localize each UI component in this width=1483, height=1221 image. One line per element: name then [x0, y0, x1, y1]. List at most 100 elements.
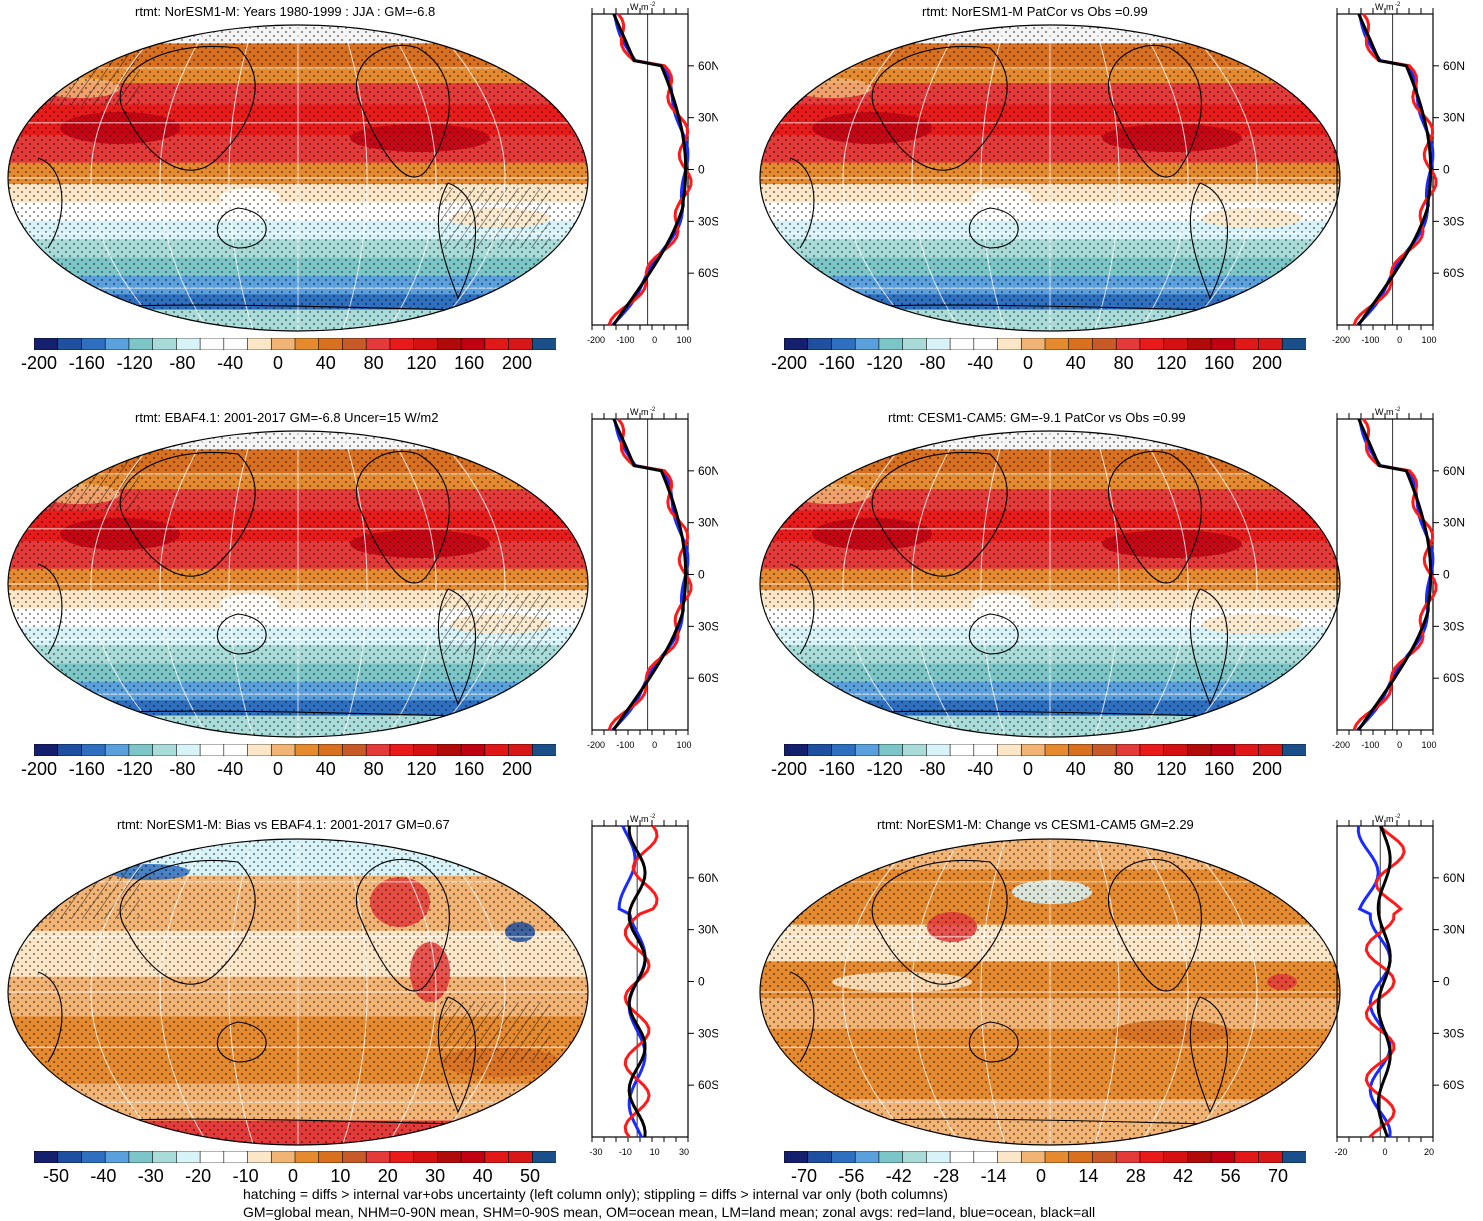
zonal-land-line: [1364, 824, 1406, 1139]
colorbar-tick-label: -160: [818, 759, 855, 779]
coastline: [1189, 996, 1228, 1114]
graticule-meridian: [228, 839, 254, 1145]
colorbar-swatch: [81, 744, 106, 756]
graticule-meridian: [911, 839, 962, 1145]
colorbar-swatch: [57, 1151, 83, 1163]
map-border: [7, 24, 589, 332]
colorbar-swatch: [34, 1151, 59, 1163]
colorbar-tick-label: 40: [1065, 759, 1086, 779]
colorbar-swatch: [878, 338, 904, 350]
colorbar-swatch: [223, 338, 249, 350]
zonal-lat-label: 0: [698, 568, 705, 582]
colorbar-swatch: [784, 744, 809, 756]
graticule-meridian: [90, 839, 165, 1145]
colorbar-tick-label: 56: [1220, 1166, 1241, 1186]
coastline: [968, 613, 1019, 655]
zonal-lat-label: 60S: [698, 1078, 718, 1092]
colorbar-tick-label: -50: [42, 1166, 69, 1186]
colorbar-tick-label: -200: [770, 759, 808, 779]
colorbar-swatch: [365, 744, 391, 756]
zonal-unit-label: W m: [630, 2, 649, 12]
colorbar-swatch: [152, 1151, 178, 1163]
zonal-change-plot: W m -2 60N 30N 0 30S 60S -20 0 20: [1334, 814, 1465, 1157]
colorbar-tick-label: -120: [866, 353, 903, 373]
colorbar-swatch: [270, 744, 296, 756]
colorbar-swatch: [460, 744, 486, 756]
zonal-x-label: 20: [1424, 1147, 1434, 1157]
map-border: [759, 430, 1341, 738]
colorbar-swatch: [1163, 338, 1189, 350]
zonal-lat-label: 30N: [698, 516, 718, 530]
colorbar-tick-label: -40: [90, 1166, 117, 1186]
colorbar-swatch: [57, 338, 83, 350]
colorbar-swatch: [484, 338, 510, 350]
colorbar-swatch: [1044, 744, 1070, 756]
coastline: [789, 157, 815, 249]
zonal-lat-label: 60N: [1443, 464, 1465, 478]
zonal-all-line: [612, 418, 688, 731]
zonal-lat-label: 60N: [1443, 59, 1465, 73]
colorbar-swatch: [902, 1151, 928, 1163]
coastline: [355, 858, 450, 992]
zonal-lat-label: 30N: [1443, 111, 1465, 125]
zonal-mean-plot: W m -2 60N 30N 0 30S 60S -200 -100 0 100: [587, 407, 718, 750]
zonal-x-label: -20: [1334, 1147, 1347, 1157]
map-border: [759, 838, 1341, 1146]
zonal-lat-label: 0: [698, 163, 705, 177]
map-plot: [759, 430, 1341, 738]
colorbar-tick-label: -160: [68, 759, 105, 779]
colorbar-swatch: [831, 1151, 856, 1163]
panel-title: rtmt: NorESM1-M PatCor vs Obs =0.99: [922, 4, 1148, 19]
colorbar-swatch: [854, 744, 880, 756]
zonal-land-line: [1352, 418, 1438, 731]
colorbar-swatch: [57, 744, 83, 756]
colorbar-tick-label: -80: [169, 759, 196, 779]
colorbar-swatch: [413, 338, 439, 350]
graticule-meridian: [842, 431, 917, 737]
zonal-lat-label: 30S: [698, 214, 718, 228]
graticule-meridian: [1094, 839, 1120, 1145]
colorbar-swatch: [176, 1151, 201, 1163]
colorbar-tick-label: 160: [454, 759, 485, 779]
colorbar-swatch: [831, 338, 856, 350]
zonal-lat-label: 30S: [698, 619, 718, 633]
colorbar-tick-label: -120: [116, 353, 153, 373]
map-plot: [7, 430, 589, 738]
zonal-mean-plot: W m -2 60N 30N 0 30S 60S -200 -100 0 100: [587, 2, 718, 345]
zonal-lat-label: 0: [698, 975, 705, 989]
colorbar-swatch: [1281, 1151, 1306, 1163]
colorbar-swatch: [784, 338, 809, 350]
colorbar-swatch: [342, 1151, 367, 1163]
colorbar-swatch: [34, 338, 59, 350]
graticule-meridian: [228, 431, 254, 737]
zonal-all-line: [627, 825, 647, 1138]
colorbar-tick-label: -28: [933, 1166, 960, 1186]
colorbar-swatch: [1210, 338, 1236, 350]
colorbar-swatch: [81, 1151, 106, 1163]
colorbar: [34, 1151, 556, 1163]
zonal-land-line: [607, 13, 693, 326]
zonal-ocean-line: [1356, 418, 1435, 732]
zonal-lat-label: 30S: [698, 1026, 718, 1040]
colorbar-swatch: [1258, 338, 1284, 350]
zonal-unit-label: W m: [630, 407, 649, 417]
colorbar-swatch: [1044, 1151, 1070, 1163]
coastline: [216, 613, 267, 655]
colorbar-swatch: [176, 338, 201, 350]
colorbar-swatch: [1234, 338, 1260, 350]
zonal-all-line: [1376, 825, 1392, 1138]
coastline: [871, 859, 1008, 985]
colorbar-swatch: [1020, 338, 1046, 350]
colorbar-swatch: [365, 1151, 391, 1163]
zonal-ocean-line: [611, 418, 690, 732]
graticule-meridian: [980, 431, 1006, 737]
colorbar-swatch: [1187, 338, 1212, 350]
colorbar-swatch: [997, 744, 1023, 756]
colorbar-tick-label: 50: [519, 1166, 541, 1186]
zonal-lat-label: 30N: [1443, 516, 1465, 530]
graticule-meridian: [842, 839, 917, 1145]
colorbar-swatch: [1210, 744, 1236, 756]
colorbar-swatch: [318, 1151, 344, 1163]
graticule-meridian: [980, 25, 1006, 331]
map-plot: [7, 24, 589, 332]
